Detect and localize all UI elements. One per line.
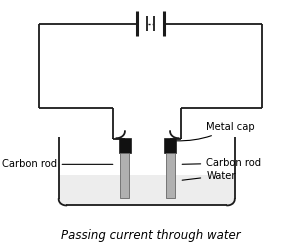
Bar <box>164 138 176 153</box>
Text: Metal cap: Metal cap <box>176 122 255 141</box>
Bar <box>59 175 234 205</box>
Bar <box>119 138 131 153</box>
Bar <box>120 153 129 198</box>
Text: Passing current through water: Passing current through water <box>61 229 240 242</box>
Text: Carbon rod: Carbon rod <box>2 159 113 169</box>
Text: Carbon rod: Carbon rod <box>182 158 261 168</box>
Bar <box>166 153 175 198</box>
Text: Water: Water <box>182 171 236 181</box>
